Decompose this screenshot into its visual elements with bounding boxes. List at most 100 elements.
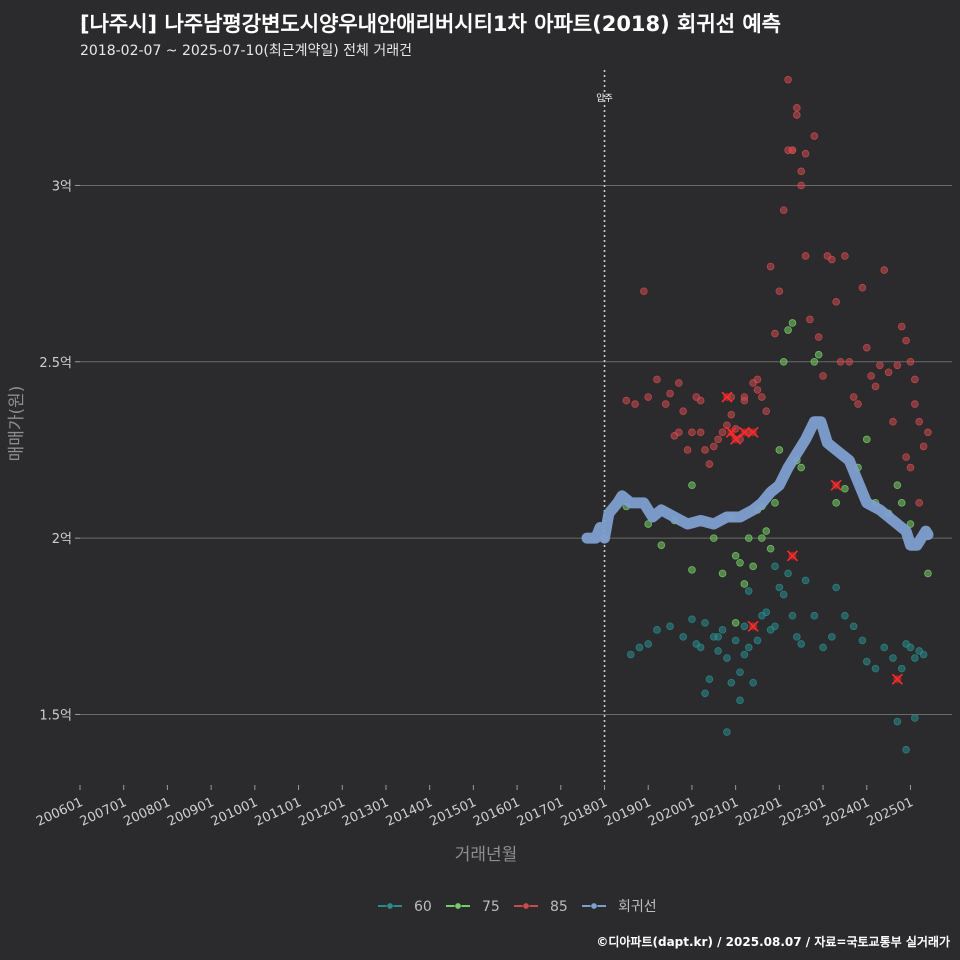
- point-75: [832, 499, 840, 507]
- point-85: [688, 428, 696, 437]
- point-60: [753, 636, 762, 645]
- point-75: [906, 520, 915, 528]
- point-75: [810, 357, 819, 366]
- point-85: [906, 357, 915, 366]
- point-75: [731, 551, 740, 560]
- point-85: [718, 428, 727, 437]
- y-tick-label: 1.5억: [39, 708, 72, 723]
- x-tick-label: 202401: [821, 795, 872, 830]
- legend-label: 75: [482, 899, 500, 915]
- x-tick-label: 202501: [865, 795, 916, 830]
- point-60: [714, 633, 722, 641]
- point-75: [897, 499, 906, 507]
- x-tick-label: 201701: [515, 795, 566, 830]
- point-85: [814, 333, 823, 341]
- point-85: [867, 372, 875, 380]
- y-tick-label: 2.5억: [39, 356, 72, 371]
- point-75: [841, 484, 849, 493]
- point-60: [762, 608, 771, 616]
- point-85: [644, 393, 653, 401]
- x-axis-title: 거래년월: [455, 845, 518, 865]
- highlight-cross: [738, 426, 750, 438]
- point-60: [911, 714, 919, 722]
- point-60: [744, 587, 753, 595]
- point-60: [718, 626, 727, 634]
- y-axis-title: 매매가(원): [7, 386, 27, 462]
- point-60: [727, 678, 736, 687]
- point-60: [902, 745, 910, 754]
- point-60: [788, 611, 797, 620]
- point-60: [731, 636, 740, 645]
- point-85: [845, 357, 854, 366]
- highlight-cross: [730, 433, 742, 445]
- highlight-cross: [721, 391, 733, 403]
- point-85: [753, 386, 762, 394]
- point-60: [736, 668, 744, 676]
- point-60: [897, 664, 906, 673]
- point-85: [696, 428, 705, 437]
- point-75: [775, 446, 784, 454]
- x-tick-label: 200601: [34, 795, 85, 830]
- point-85: [897, 322, 906, 331]
- point-60: [666, 622, 674, 631]
- point-60: [827, 633, 836, 641]
- x-tick-label: 201901: [602, 795, 653, 830]
- point-60: [644, 640, 653, 648]
- point-75: [644, 520, 653, 528]
- point-60: [635, 643, 644, 652]
- point-60: [626, 650, 635, 659]
- point-60: [679, 633, 687, 641]
- legend-marker-85: [522, 902, 530, 910]
- legend-label: 85: [550, 899, 568, 915]
- point-75: [718, 569, 727, 578]
- grid-layer: [80, 184, 952, 715]
- point-60: [819, 643, 827, 652]
- point-60: [740, 622, 749, 631]
- point-85: [827, 255, 836, 264]
- point-75: [784, 326, 792, 334]
- point-85: [797, 181, 806, 190]
- highlight-cross: [830, 479, 842, 491]
- point-85: [788, 146, 797, 154]
- point-75: [709, 534, 718, 542]
- point-85: [793, 104, 801, 112]
- legend: 60 75 85 회귀선: [378, 899, 657, 915]
- point-60: [810, 611, 819, 620]
- chart-subtitle: 2018-02-07 ~ 2025-07-10(최근계약일) 전체 거래건: [80, 43, 412, 59]
- point-85: [911, 375, 919, 384]
- point-85: [841, 252, 849, 260]
- point-85: [675, 379, 683, 387]
- point-85: [753, 375, 762, 384]
- point-85: [810, 132, 819, 140]
- point-85: [893, 361, 902, 370]
- point-75: [731, 618, 740, 627]
- point-60: [793, 633, 801, 641]
- point-85: [705, 460, 714, 468]
- x-tick-label: 202301: [777, 795, 828, 830]
- point-85: [884, 368, 893, 377]
- point-60: [705, 675, 714, 683]
- point-60: [893, 717, 902, 726]
- x-tick-label: 202201: [733, 795, 784, 830]
- point-85: [801, 149, 810, 158]
- point-85: [709, 442, 718, 451]
- point-75: [924, 569, 932, 578]
- point-85: [906, 463, 915, 472]
- regression-line: [581, 416, 934, 551]
- point-85: [714, 435, 722, 444]
- point-60: [919, 650, 928, 659]
- point-60: [784, 569, 792, 578]
- point-85: [862, 343, 871, 352]
- axis-layer: 1.5억 2억 2.5억 3억 2006012007012008012009012010…: [7, 179, 916, 865]
- point-85: [854, 400, 862, 408]
- point-85: [631, 400, 639, 408]
- point-85: [915, 417, 924, 426]
- move-in-layer: 입주: [596, 70, 613, 785]
- point-60: [889, 654, 897, 662]
- chart-title: [나주시] 나주남평강변도시양우내안애리버시티1차 아파트(2018) 회귀선 …: [80, 12, 781, 36]
- x-tick-label: 201801: [559, 795, 610, 830]
- point-85: [779, 206, 788, 214]
- point-75: [797, 463, 806, 472]
- point-75: [762, 527, 771, 535]
